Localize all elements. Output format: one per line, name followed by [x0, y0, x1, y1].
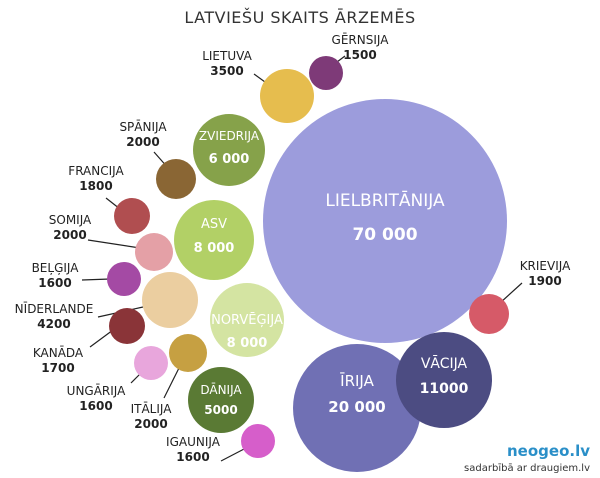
- bubble-6: [188, 367, 254, 433]
- bubble-label-16: UNGĀRIJA: [67, 384, 126, 398]
- bubble-0: [263, 99, 507, 343]
- bubble-1: [293, 344, 421, 472]
- bubble-label-14: NĪDERLANDE: [15, 302, 94, 316]
- bubble-label-10: SPĀNIJA: [119, 120, 167, 134]
- bubble-value-3: 6 000: [209, 152, 250, 167]
- bubble-value-0: 70 000: [352, 225, 417, 245]
- bubble-label-8: LIETUVA: [202, 49, 252, 63]
- leader-lines: [81, 55, 523, 462]
- bubble-label-9: GĒRNSIJA: [332, 33, 390, 47]
- bubble-9: [309, 56, 343, 90]
- bubble-16: [134, 346, 168, 380]
- leader-line-12: [87, 239, 141, 249]
- leader-line-18: [220, 447, 247, 462]
- brand-name: neogeo.lv: [507, 442, 590, 460]
- bubble-value-1: 20 000: [328, 398, 385, 416]
- bubble-label-6: DĀNIJA: [200, 383, 242, 397]
- bubble-3: [193, 114, 265, 186]
- bubble-4: [174, 200, 254, 280]
- bubble-value-9: 1500: [343, 48, 376, 62]
- bubble-17: [169, 334, 207, 372]
- bubbles: [107, 56, 509, 472]
- leader-line-7: [499, 282, 523, 304]
- bubble-label-11: FRANCIJA: [68, 164, 124, 178]
- bubble-10: [156, 159, 196, 199]
- leader-line-16: [130, 373, 141, 384]
- bubble-18: [241, 424, 275, 458]
- bubble-5: [210, 283, 284, 357]
- bubble-11: [114, 198, 150, 234]
- bubble-7: [469, 294, 509, 334]
- bubble-label-5: NORVĒĢIJA: [211, 313, 283, 328]
- bubble-12: [135, 233, 173, 271]
- bubble-value-7: 1900: [528, 274, 561, 288]
- bubble-value-17: 2000: [134, 417, 167, 431]
- bubble-label-4: ASV: [201, 217, 227, 232]
- bubble-value-14: 4200: [37, 317, 70, 331]
- bubble-label-1: ĪRIJA: [340, 372, 374, 390]
- chart-title: LATVIEŠU SKAITS ĀRZEMĒS: [184, 8, 415, 27]
- bubble-15: [109, 308, 145, 344]
- bubble-value-8: 3500: [210, 64, 243, 78]
- bubble-label-17: ITĀLIJA: [131, 402, 173, 416]
- bubble-value-16: 1600: [79, 399, 112, 413]
- leader-line-17: [163, 367, 180, 399]
- bubble-label-12: SOMIJA: [49, 213, 92, 227]
- bubble-value-10: 2000: [126, 135, 159, 149]
- bubble-label-0: LIELBRITĀNIJA: [325, 189, 445, 211]
- bubble-value-11: 1800: [79, 179, 112, 193]
- bubble-value-18: 1600: [176, 450, 209, 464]
- bubble-value-2: 11000: [420, 381, 469, 397]
- bubble-value-5: 8 000: [227, 336, 268, 351]
- bubble-value-15: 1700: [41, 361, 74, 375]
- bubble-value-13: 1600: [38, 276, 71, 290]
- leader-line-15: [89, 329, 114, 348]
- bubble-label-3: ZVIEDRIJA: [199, 129, 260, 143]
- bubble-label-13: BEĻĢIJA: [32, 261, 80, 275]
- brand-subtitle: sadarbībā ar draugiem.lv: [464, 463, 590, 474]
- bubble-14: [142, 272, 198, 328]
- bubble-label-15: KANĀDA: [33, 346, 84, 360]
- bubble-8: [260, 69, 314, 123]
- bubble-13: [107, 262, 141, 296]
- bubble-label-18: IGAUNIJA: [166, 435, 221, 449]
- bubble-labels: LIELBRITĀNIJA 70 000 ĪRIJA 20 000 VĀCIJA 1100…: [15, 33, 571, 464]
- bubble-2: [396, 332, 492, 428]
- bubble-value-12: 2000: [53, 228, 86, 242]
- bubble-label-7: KRIEVIJA: [520, 259, 571, 273]
- bubble-value-4: 8 000: [194, 241, 235, 256]
- bubble-value-6: 5000: [204, 403, 237, 417]
- bubble-label-2: VĀCIJA: [421, 355, 468, 372]
- leader-line-13: [81, 278, 111, 281]
